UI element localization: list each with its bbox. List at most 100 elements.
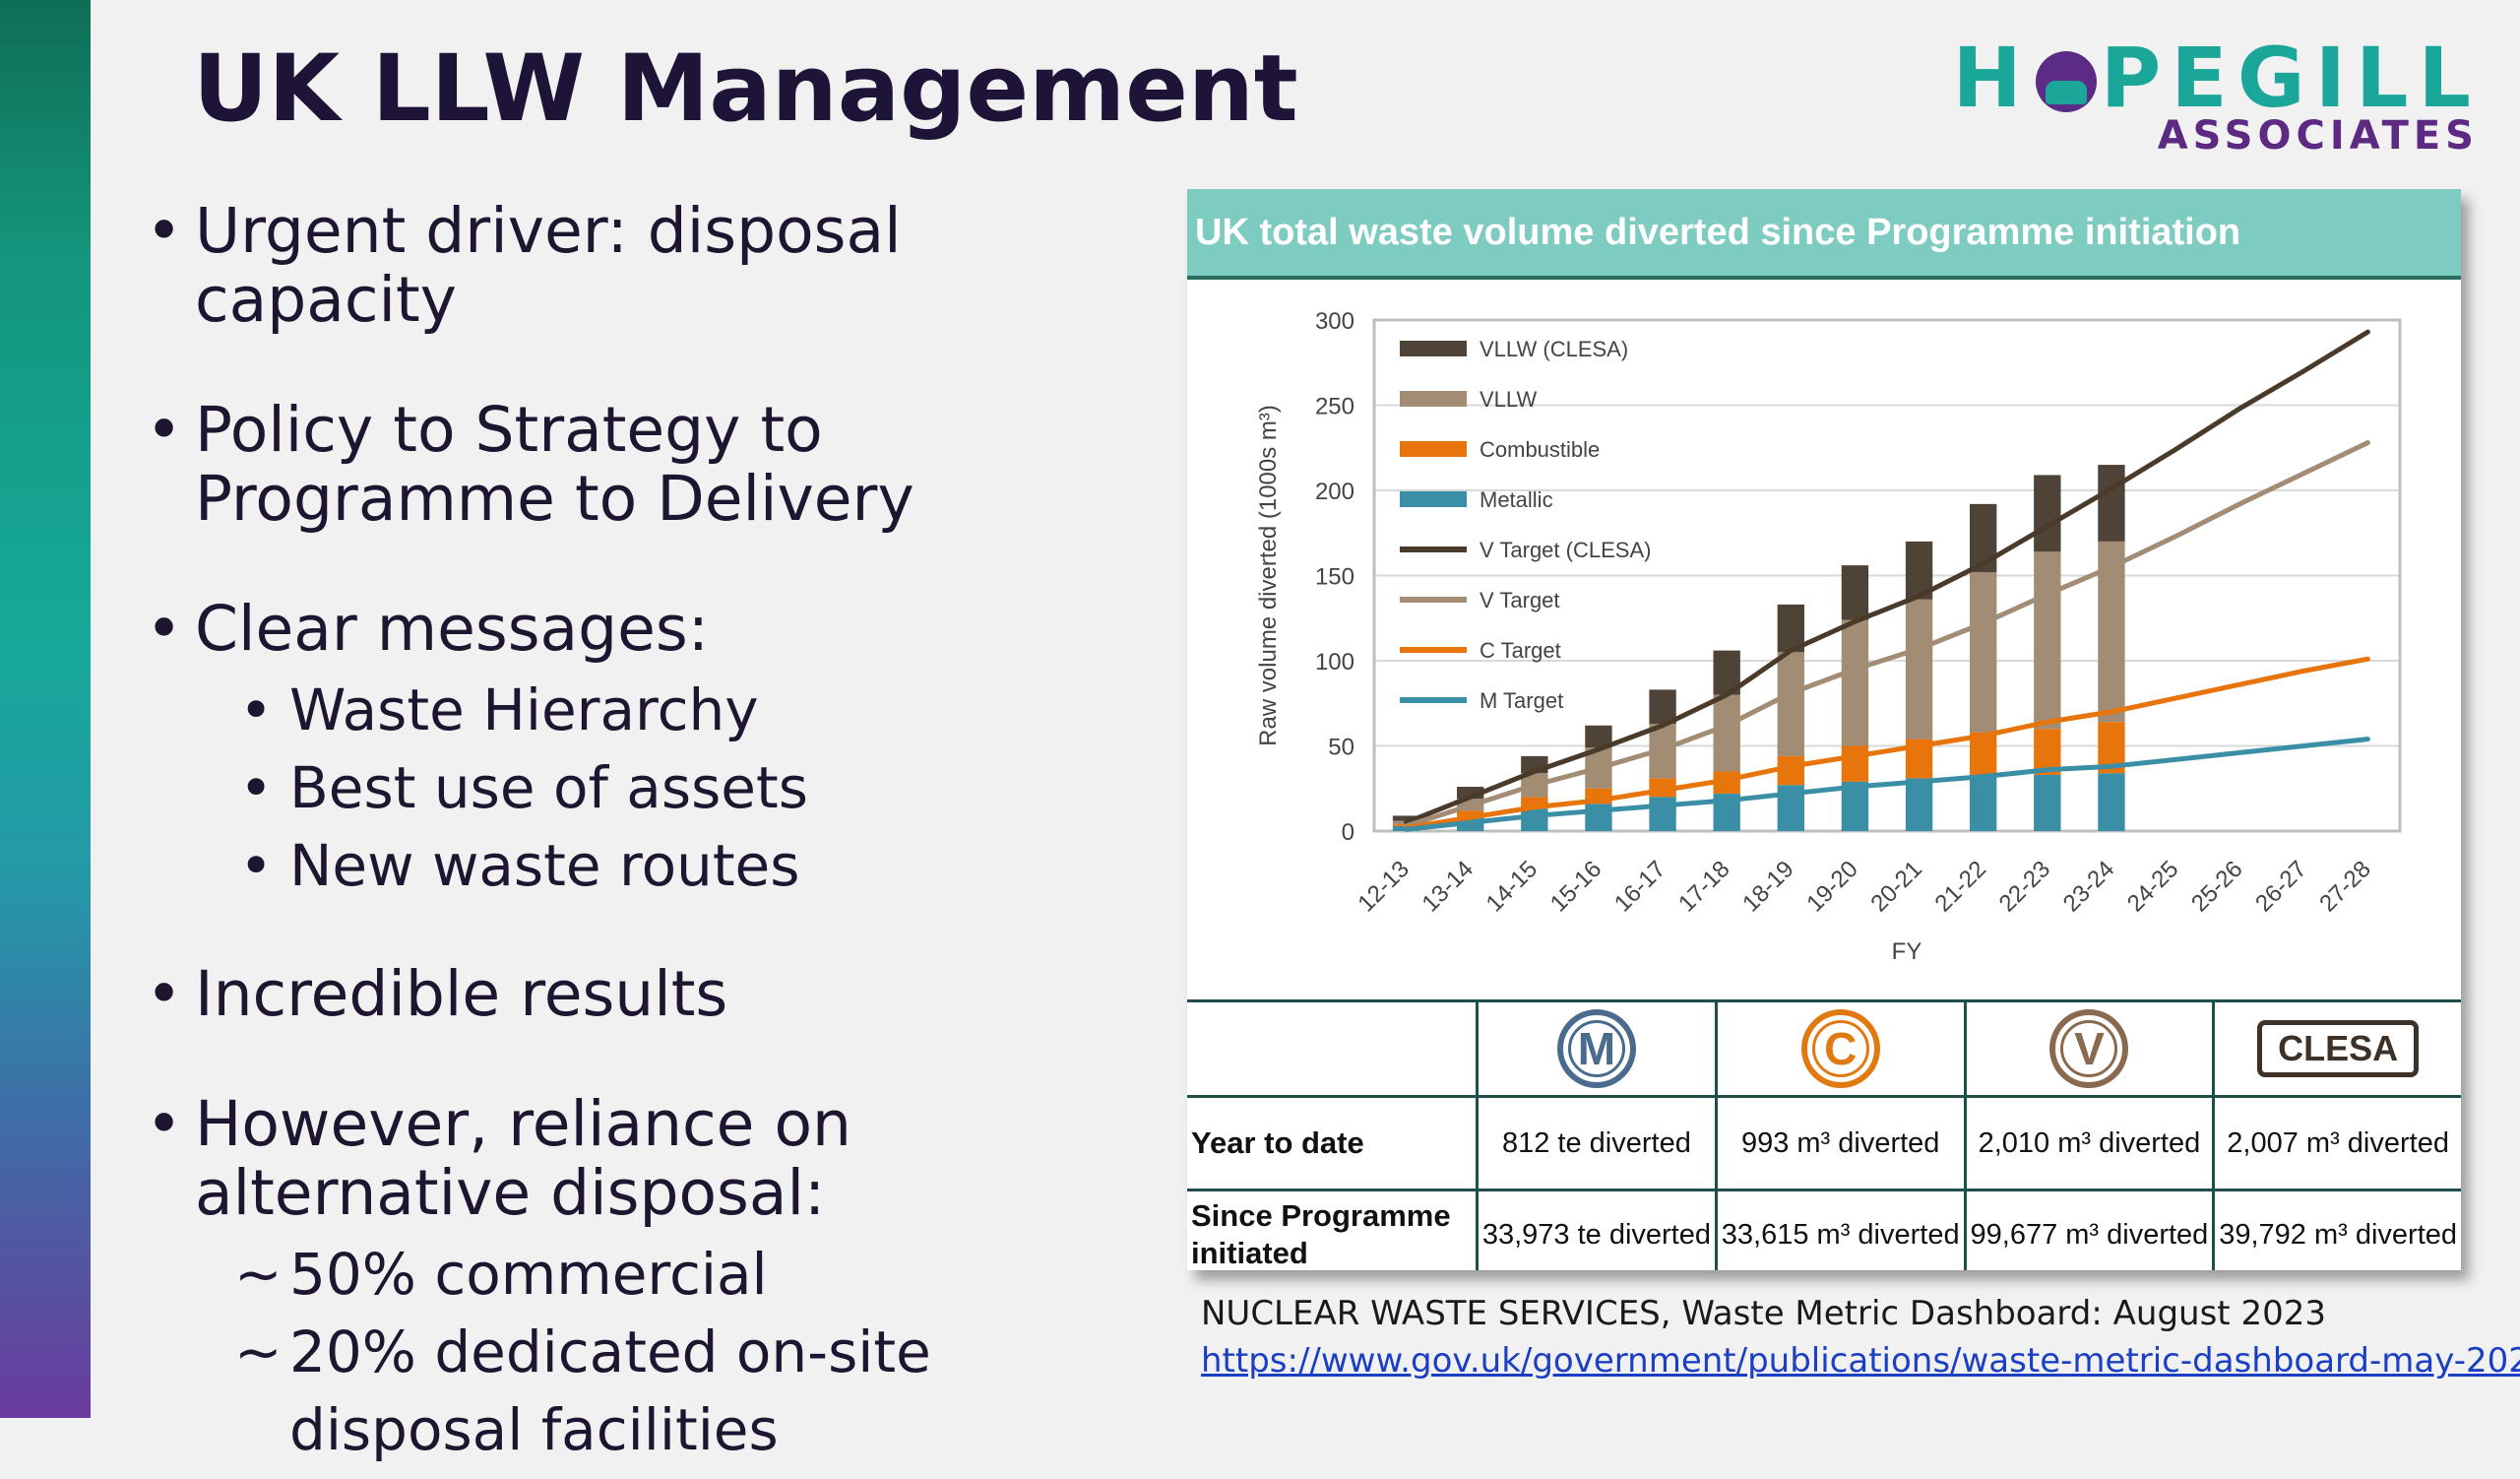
bullet-item: Clear messages: Waste Hierarchy Best use… [146,593,1150,906]
legend-label: Metallic [1480,487,1553,512]
bar-segment [1841,565,1869,620]
x-tick-label: 18-19 [1737,856,1799,918]
x-tick-label: 14-15 [1481,856,1544,918]
x-tick-label: 22-23 [1994,856,2056,918]
bar-segment [2098,465,2125,542]
legend-swatch [1400,341,1467,356]
legend-label: VLLW [1480,387,1538,412]
bar-segment [1585,725,1612,748]
bar-segment [2034,475,2061,552]
logo-emblem-icon [2035,51,2097,112]
bar-segment [1841,745,1869,782]
sub-bullet-item: 50% commercial [195,1236,1150,1314]
target-line [1404,329,2370,825]
y-tick-label: 50 [1328,735,1354,761]
sub-bullet-item: Waste Hierarchy [195,672,1150,749]
logo-subtitle: ASSOCIATES [2157,113,2479,159]
x-tick-label: 21-22 [1930,856,1992,918]
sub-bullet-list: 50% commercial 20% dedicated on-site dis… [195,1236,1150,1469]
row-label: Year to date [1187,1095,1479,1191]
metallic-m-icon: M [1556,1009,1636,1088]
hopegill-logo: H PEGILL ASSOCIATES [1952,35,2481,163]
decorative-sidebar-bar [0,0,91,1418]
bullet-text: However, reliance on alternative disposa… [195,1088,851,1229]
table-row: Since Programme initiated 33,973 te dive… [1187,1189,2461,1270]
vllw-icon-cell: V [1963,999,2216,1098]
legend-label: M Target [1480,688,1563,713]
logo-wordmark: H PEGILL [1952,30,2481,126]
target-line [1404,656,2370,831]
row-label: Since Programme initiated [1187,1189,1479,1270]
panel-header: UK total waste volume diverted since Pro… [1187,189,2461,280]
table-cell: 2,010 m³ diverted [1963,1095,2216,1191]
table-cell: 33,973 te diverted [1476,1189,1718,1270]
waste-volume-chart: 0 50 100 150 200 250 300 12-13 13-14 14-15 15-16 16… [1255,308,2402,965]
sub-bullet-item: 20% dedicated on-site disposal facilitie… [195,1314,1150,1469]
y-tick-label: 250 [1315,394,1354,420]
x-tick-label: 20-21 [1865,856,1927,918]
bullet-item: Urgent driver: disposal capacity [146,197,1150,335]
bar-segment [1777,652,1804,756]
icon-row: M C V CLESA [1187,999,2461,1098]
table-cell: 812 te diverted [1476,1095,1718,1191]
sub-bullet-list: Waste Hierarchy Best use of assets New w… [195,672,1150,905]
slide-title: UK LLW Management [193,35,1298,143]
table-row: Year to date 812 te diverted 993 m³ dive… [1187,1095,2461,1191]
y-tick-label: 200 [1315,479,1354,505]
bar-segment [1713,694,1740,772]
clesa-icon: CLESA [2257,1020,2420,1077]
sub-bullet-item: Best use of assets [195,749,1150,827]
table-cell: 39,792 m³ diverted [2212,1189,2461,1270]
bar-segment [2098,773,2125,831]
bullet-item: Incredible results [146,960,1150,1030]
bar-segment [1970,572,1997,733]
combustible-c-icon: C [1800,1009,1880,1088]
metrics-table: M C V CLESA Year to date 812 te diverted… [1187,999,2461,1270]
legend-swatch [1400,391,1467,407]
table-cell: 33,615 m³ diverted [1714,1189,1967,1270]
clesa-icon-cell: CLESA [2212,999,2461,1098]
x-tick-label: 13-14 [1418,856,1480,918]
empty-header-cell [1187,999,1479,1098]
x-tick-label: 15-16 [1545,856,1607,918]
bar-segment [1970,774,1997,831]
table-cell: 993 m³ diverted [1714,1095,1967,1191]
bar-segment [1457,810,1484,818]
source-text: NUCLEAR WASTE SERVICES, Waste Metric Das… [1201,1294,2326,1333]
source-link[interactable]: https://www.gov.uk/government/publicatio… [1201,1341,2520,1381]
x-tick-label: 23-24 [2058,856,2120,918]
x-axis-title: FY [1892,938,1922,965]
bullet-text: Clear messages: [195,593,709,665]
bar-segment [1649,689,1676,725]
plot-border [1372,318,2402,833]
bar-segment [1649,797,1676,831]
metallic-icon-cell: M [1476,999,1718,1098]
table-cell: 2,007 m³ diverted [2212,1095,2461,1191]
dashboard-panel: UK total waste volume diverted since Pro… [1187,189,2461,1270]
bar-segment [1521,808,1548,831]
bar-segment [1905,599,1933,740]
legend-label: Combustible [1480,437,1600,462]
legend-swatch [1400,491,1467,507]
x-tick-label: 19-20 [1801,856,1863,918]
bullet-item: Policy to Strategy to Programme to Deliv… [146,396,1150,534]
legend-label: C Target [1480,638,1561,663]
x-tick-label: 26-27 [2250,856,2312,918]
x-tick-label: 25-26 [2186,856,2248,918]
bullet-item: However, reliance on alternative disposa… [146,1090,1150,1469]
bar-segment [1905,778,1933,831]
source-citation: NUCLEAR WASTE SERVICES, Waste Metric Das… [1201,1294,2520,1381]
vllw-v-icon: V [2049,1009,2129,1088]
x-tick-label: 12-13 [1353,856,1415,918]
target-line [1404,737,2370,832]
x-tick-label: 27-28 [2314,856,2376,918]
bar-segment [1841,619,1869,746]
y-tick-label: 300 [1315,308,1354,335]
bar-segment [1392,815,1420,821]
legend-label: V Target [1480,588,1560,612]
bullet-list: Urgent driver: disposal capacity Policy … [146,197,1150,1479]
legend-label: V Target (CLESA) [1480,538,1651,562]
table-cell: 99,677 m³ diverted [1963,1189,2216,1270]
legend-label: VLLW (CLESA) [1480,337,1628,361]
x-tick-label: 16-17 [1609,856,1671,918]
